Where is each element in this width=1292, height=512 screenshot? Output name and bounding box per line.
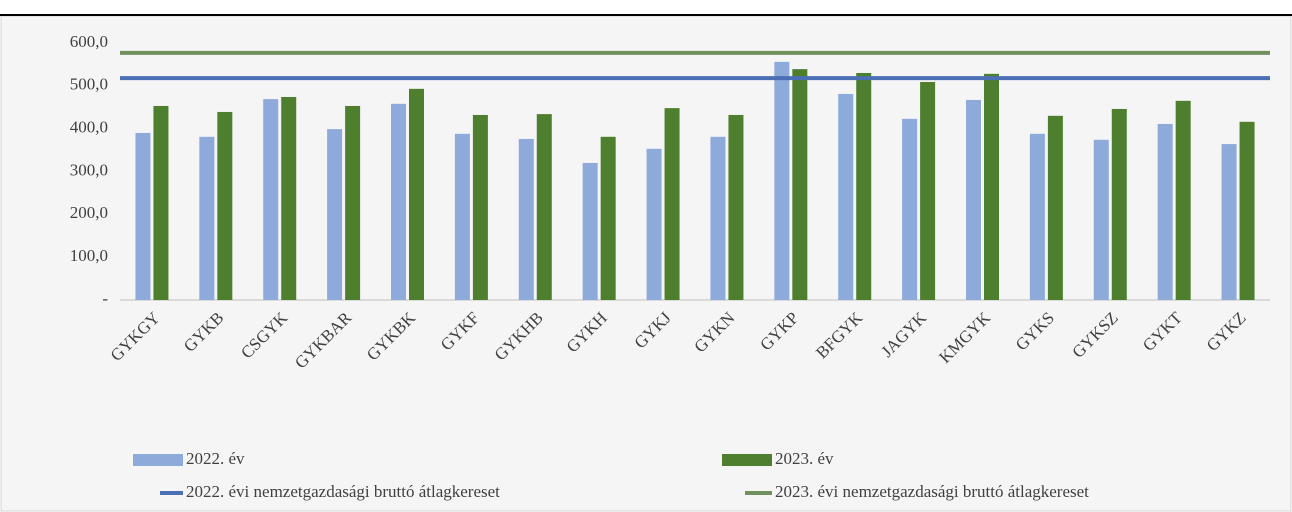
bar — [281, 96, 297, 300]
bar — [838, 93, 854, 300]
bar — [327, 129, 343, 300]
bar — [1157, 123, 1173, 300]
bar — [217, 111, 233, 300]
bar — [472, 114, 488, 301]
bar — [582, 162, 598, 300]
y-tick-label: 200,0 — [70, 203, 108, 222]
bar — [1047, 115, 1063, 300]
bar — [454, 133, 470, 300]
chart-panel — [0, 15, 1292, 512]
bar — [199, 136, 215, 300]
bar — [664, 108, 680, 301]
bar — [646, 148, 662, 300]
bar — [1221, 144, 1237, 300]
bar — [774, 61, 790, 301]
bar — [135, 132, 151, 300]
y-tick-label: - — [102, 289, 108, 308]
y-tick-label: 300,0 — [70, 160, 108, 179]
bar — [263, 99, 279, 300]
y-tick-label: 100,0 — [70, 246, 108, 265]
bar — [600, 136, 616, 300]
bar — [1029, 133, 1045, 300]
legend-label: 2023. év — [775, 449, 834, 468]
bar — [856, 72, 872, 300]
bar — [902, 118, 918, 300]
bar — [920, 81, 936, 300]
legend-swatch — [722, 454, 772, 466]
bar — [984, 73, 999, 300]
y-tick-label: 500,0 — [70, 75, 108, 94]
legend-label: 2022. év — [186, 449, 245, 468]
bar — [391, 103, 406, 300]
legend-swatch — [133, 454, 183, 466]
bar — [153, 105, 169, 300]
legend-label: 2023. évi nemzetgazdasági bruttó átlagke… — [775, 482, 1089, 501]
bar — [966, 99, 981, 301]
bar — [1093, 139, 1109, 300]
y-tick-label: 400,0 — [70, 118, 108, 137]
bar — [1175, 100, 1191, 300]
bar — [409, 88, 424, 300]
bar — [536, 114, 552, 300]
bar — [1239, 121, 1255, 301]
legend-label: 2022. évi nemzetgazdasági bruttó átlagke… — [186, 482, 500, 501]
bar — [518, 138, 534, 300]
bar — [792, 69, 808, 301]
bar — [1111, 108, 1127, 300]
bar — [345, 105, 361, 300]
y-tick-label: 600,0 — [70, 32, 108, 51]
bar — [728, 114, 744, 301]
bar — [710, 136, 726, 300]
